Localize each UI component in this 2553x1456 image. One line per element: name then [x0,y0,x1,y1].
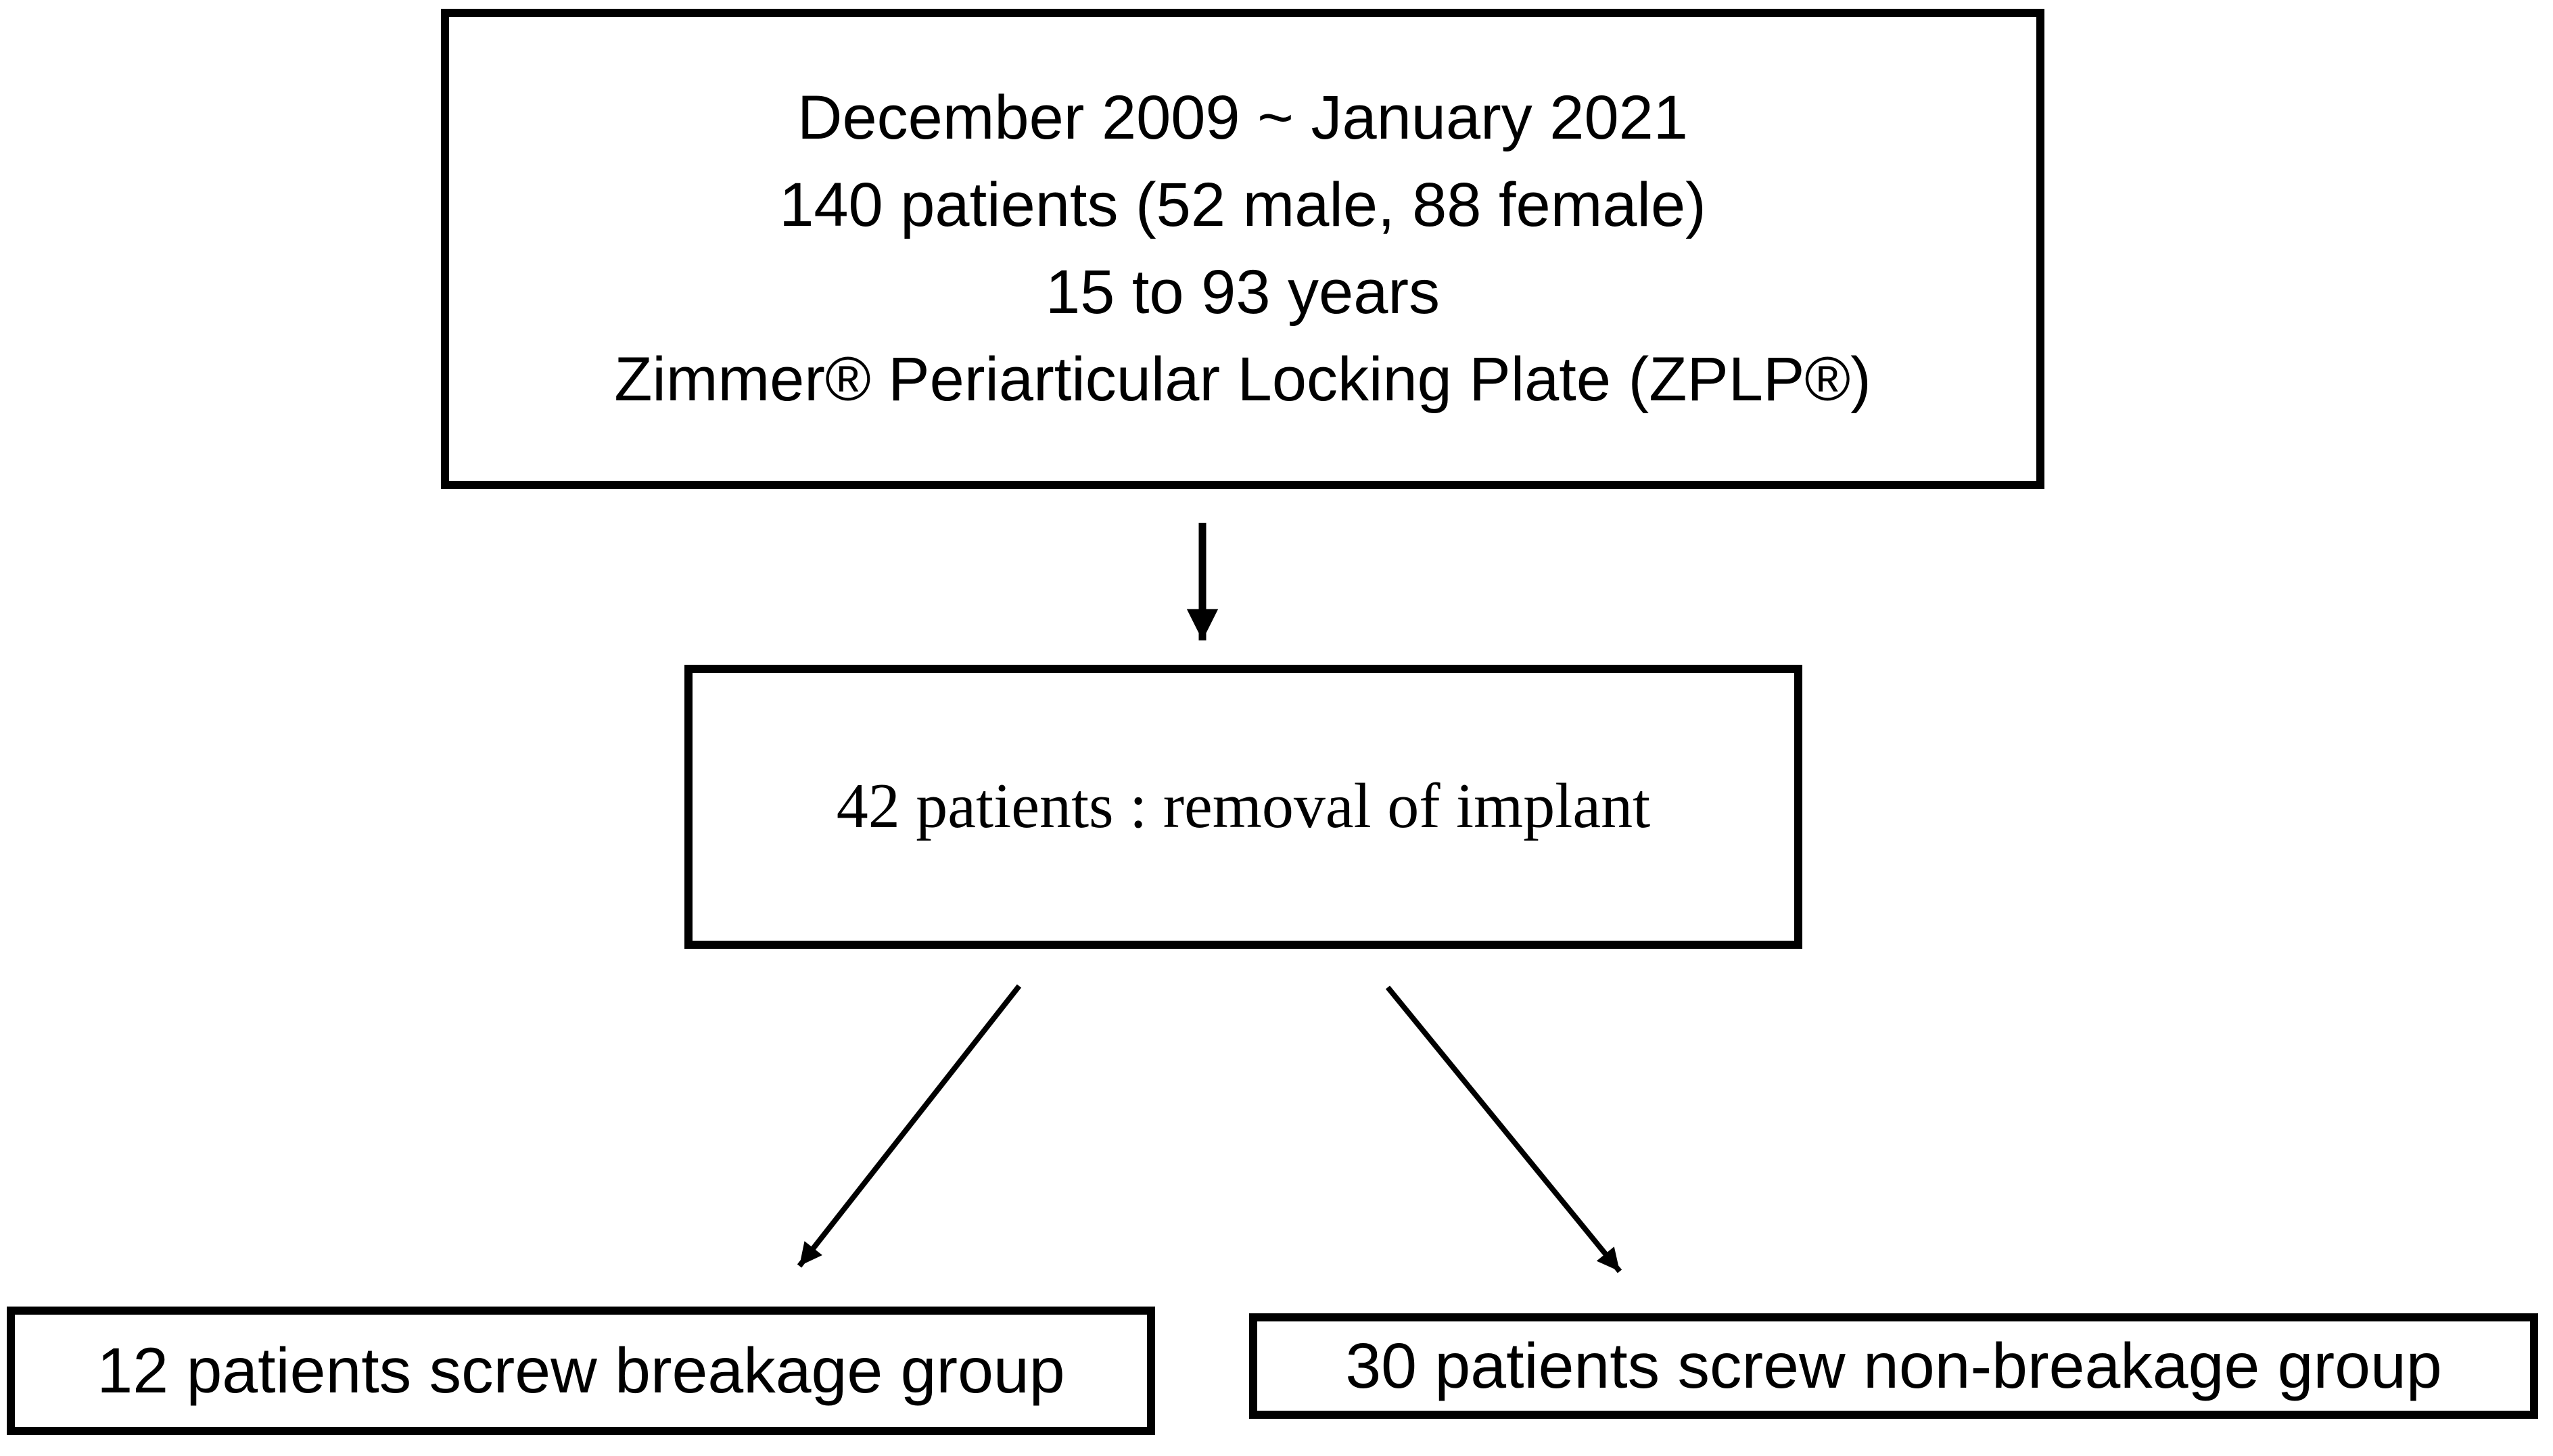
cohort-box: December 2009 ~ January 2021 140 patient… [441,9,2044,489]
removal-label: 42 patients : removal of implant [836,771,1651,842]
diagonal-down-right-arrow [1385,985,1622,1273]
non-breakage-group-label: 30 patients screw non-breakage group [1345,1330,2442,1402]
non-breakage-group-box: 30 patients screw non-breakage group [1249,1313,2538,1419]
breakage-group-box: 12 patients screw breakage group [7,1307,1155,1435]
cohort-implant-line: Zimmer® Periarticular Locking Plate (ZPL… [614,344,1871,414]
breakage-group-label: 12 patients screw breakage group [97,1334,1065,1407]
cohort-period-line: December 2009 ~ January 2021 [797,83,1688,153]
diagonal-down-left-arrow [797,984,1022,1268]
cohort-patients-line: 140 patients (52 male, 88 female) [779,170,1706,240]
removal-box: 42 patients : removal of implant [684,665,1802,949]
cohort-age-line: 15 to 93 years [1045,258,1441,327]
